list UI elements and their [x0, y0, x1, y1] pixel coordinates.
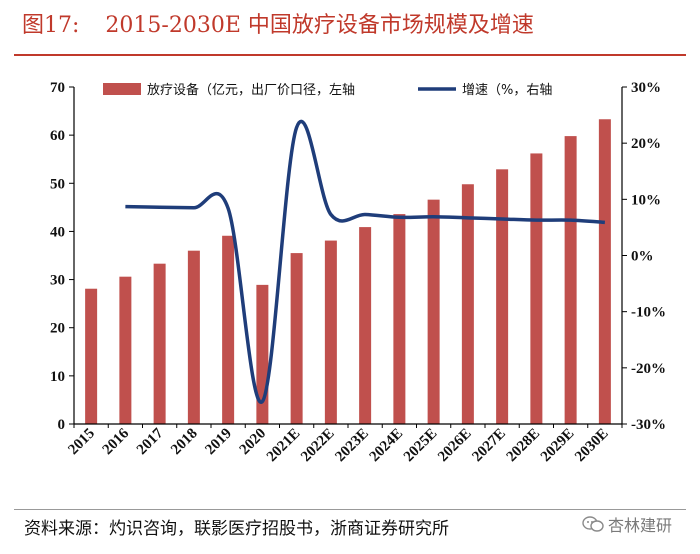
x-tick-label: 2018 — [168, 426, 201, 459]
bar-2027E — [496, 169, 509, 424]
x-tick-label: 2030E — [572, 426, 612, 466]
legend-bar-label: 放疗设备（亿元，出厂价口径，左轴 — [147, 82, 355, 98]
left-tick-label: 10 — [50, 369, 65, 385]
x-tick-label: 2029E — [538, 426, 578, 466]
bar-2015 — [85, 288, 98, 424]
growth-line — [125, 119, 605, 404]
bar-2016 — [119, 276, 132, 424]
chart-canvas: 0 10 20 30 40 50 60 70 -30% -20% -10% 0% 10% 20% 30% 20… — [50, 80, 666, 466]
title-text: 2015-2030E 中国放疗设备市场规模及增速 — [105, 13, 534, 38]
left-tick-label: 20 — [50, 321, 65, 337]
source-note: 资料来源：灼识咨询，联影医疗招股书，浙商证券研究所 — [24, 519, 449, 539]
left-tick-label: 50 — [50, 176, 65, 192]
x-tick-label: 2028E — [504, 426, 544, 466]
bar-2026E — [461, 184, 474, 424]
figure-label: 图17: — [22, 13, 80, 38]
x-tick-label: 2016 — [100, 425, 133, 458]
bar-2030E — [598, 119, 611, 425]
left-tick-label: 60 — [50, 128, 65, 144]
x-tick-label: 2017 — [134, 425, 167, 458]
bar-2018 — [187, 250, 200, 424]
x-tick-label: 2021E — [264, 426, 304, 466]
title-divider — [14, 54, 686, 56]
right-tick-label: 0% — [631, 249, 654, 265]
x-tick-label: 2023E — [332, 426, 372, 466]
right-tick-label: -20% — [631, 361, 666, 377]
watermark-text: 杏林建研 — [608, 516, 673, 535]
chart-title: 图17: 2015-2030E 中国放疗设备市场规模及增速 — [22, 6, 534, 46]
bar-2017 — [153, 263, 166, 424]
x-tick-label: 2026E — [435, 426, 475, 466]
wechat-icon — [582, 516, 604, 532]
bar-2022E — [324, 240, 337, 424]
bar-2025E — [427, 199, 440, 424]
right-tick-label: -30% — [631, 417, 666, 433]
bar-2024E — [393, 214, 406, 424]
left-tick-label: 0 — [58, 417, 66, 433]
left-tick-label: 40 — [50, 224, 65, 240]
watermark: 杏林建研 — [582, 512, 672, 536]
footer-divider — [14, 509, 686, 510]
bar-2029E — [564, 136, 577, 424]
right-tick-label: 10% — [631, 192, 661, 208]
x-tick-label: 2022E — [298, 426, 338, 466]
x-tick-label: 2025E — [401, 426, 441, 466]
right-tick-label: 30% — [631, 80, 661, 96]
left-tick-label: 30 — [50, 273, 65, 289]
bar-2021E — [290, 253, 303, 424]
x-tick-label: 2019 — [202, 426, 235, 459]
bar-2023E — [359, 227, 372, 424]
left-tick-label: 70 — [50, 80, 65, 96]
x-tick-label: 2015 — [65, 426, 98, 459]
legend-line-label: 增速（%，右轴 — [462, 83, 552, 98]
x-tick-label: 2024E — [367, 426, 407, 466]
right-tick-label: -10% — [631, 305, 666, 321]
right-tick-label: 20% — [631, 136, 661, 152]
bar-2019 — [222, 235, 235, 424]
bar-2028E — [530, 153, 543, 425]
legend-bar-swatch — [103, 83, 141, 95]
x-tick-label: 2027E — [469, 426, 509, 466]
